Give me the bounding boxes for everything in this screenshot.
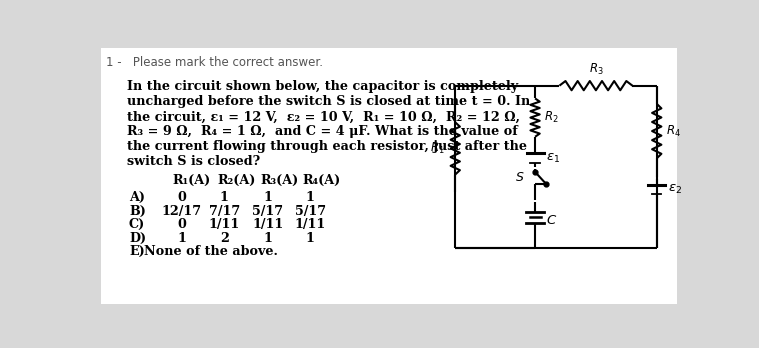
- Text: 1: 1: [178, 231, 186, 245]
- Text: the current flowing through each resistor, just after the: the current flowing through each resisto…: [128, 140, 528, 153]
- Text: $\varepsilon_2$: $\varepsilon_2$: [668, 183, 682, 196]
- Text: $R_2$: $R_2$: [544, 110, 559, 125]
- Text: 1/11: 1/11: [209, 218, 240, 231]
- Text: 0: 0: [178, 191, 186, 204]
- Text: B): B): [129, 205, 146, 218]
- Text: In the circuit shown below, the capacitor is completely: In the circuit shown below, the capacito…: [128, 80, 518, 93]
- Text: $R_4$: $R_4$: [666, 124, 681, 139]
- Text: 1 -   Please mark the correct answer.: 1 - Please mark the correct answer.: [106, 56, 323, 69]
- Text: the circuit, ε₁ = 12 V,  ε₂ = 10 V,  R₁ = 10 Ω,  R₂ = 12 Ω,: the circuit, ε₁ = 12 V, ε₂ = 10 V, R₁ = …: [128, 110, 521, 123]
- Text: R₂(A): R₂(A): [217, 174, 256, 187]
- Text: 1/11: 1/11: [252, 218, 283, 231]
- Text: 1/11: 1/11: [294, 218, 326, 231]
- Text: 1: 1: [220, 191, 228, 204]
- Text: $R_3$: $R_3$: [588, 62, 603, 77]
- Text: 1: 1: [263, 231, 272, 245]
- Text: 2: 2: [220, 231, 228, 245]
- Text: 0: 0: [178, 218, 186, 231]
- Text: 1: 1: [306, 231, 315, 245]
- Text: None of the above.: None of the above.: [144, 245, 279, 258]
- Text: R₁(A): R₁(A): [172, 174, 211, 187]
- Text: 1: 1: [306, 191, 315, 204]
- Text: uncharged before the switch S is closed at time t = 0. In: uncharged before the switch S is closed …: [128, 95, 531, 108]
- Text: $S$: $S$: [515, 171, 524, 184]
- Text: 5/17: 5/17: [294, 205, 326, 218]
- Text: $R_1$: $R_1$: [430, 141, 445, 156]
- Text: 12/17: 12/17: [162, 205, 202, 218]
- Text: $C$: $C$: [546, 214, 557, 227]
- Text: 5/17: 5/17: [252, 205, 283, 218]
- Text: R₃(A): R₃(A): [261, 174, 299, 187]
- Text: D): D): [129, 231, 146, 245]
- Text: A): A): [129, 191, 145, 204]
- Text: 1: 1: [263, 191, 272, 204]
- Text: 7/17: 7/17: [209, 205, 240, 218]
- Text: switch S is closed?: switch S is closed?: [128, 155, 260, 168]
- Text: $\varepsilon_1$: $\varepsilon_1$: [546, 151, 560, 165]
- Text: R₄(A): R₄(A): [303, 174, 341, 187]
- FancyBboxPatch shape: [101, 48, 677, 303]
- Text: R₃ = 9 Ω,  R₄ = 1 Ω,  and C = 4 μF. What is the value of: R₃ = 9 Ω, R₄ = 1 Ω, and C = 4 μF. What i…: [128, 125, 518, 138]
- Text: E): E): [129, 245, 145, 258]
- Text: C): C): [129, 218, 145, 231]
